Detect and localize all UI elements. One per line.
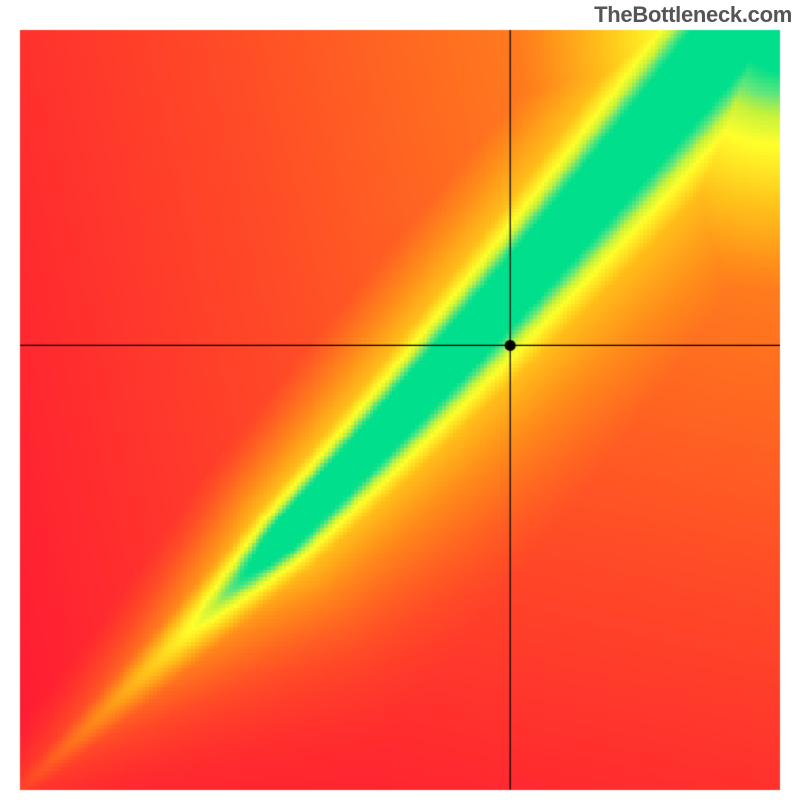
- chart-container: TheBottleneck.com: [0, 0, 800, 800]
- bottleneck-heatmap: [0, 0, 800, 800]
- watermark-text: TheBottleneck.com: [594, 2, 792, 28]
